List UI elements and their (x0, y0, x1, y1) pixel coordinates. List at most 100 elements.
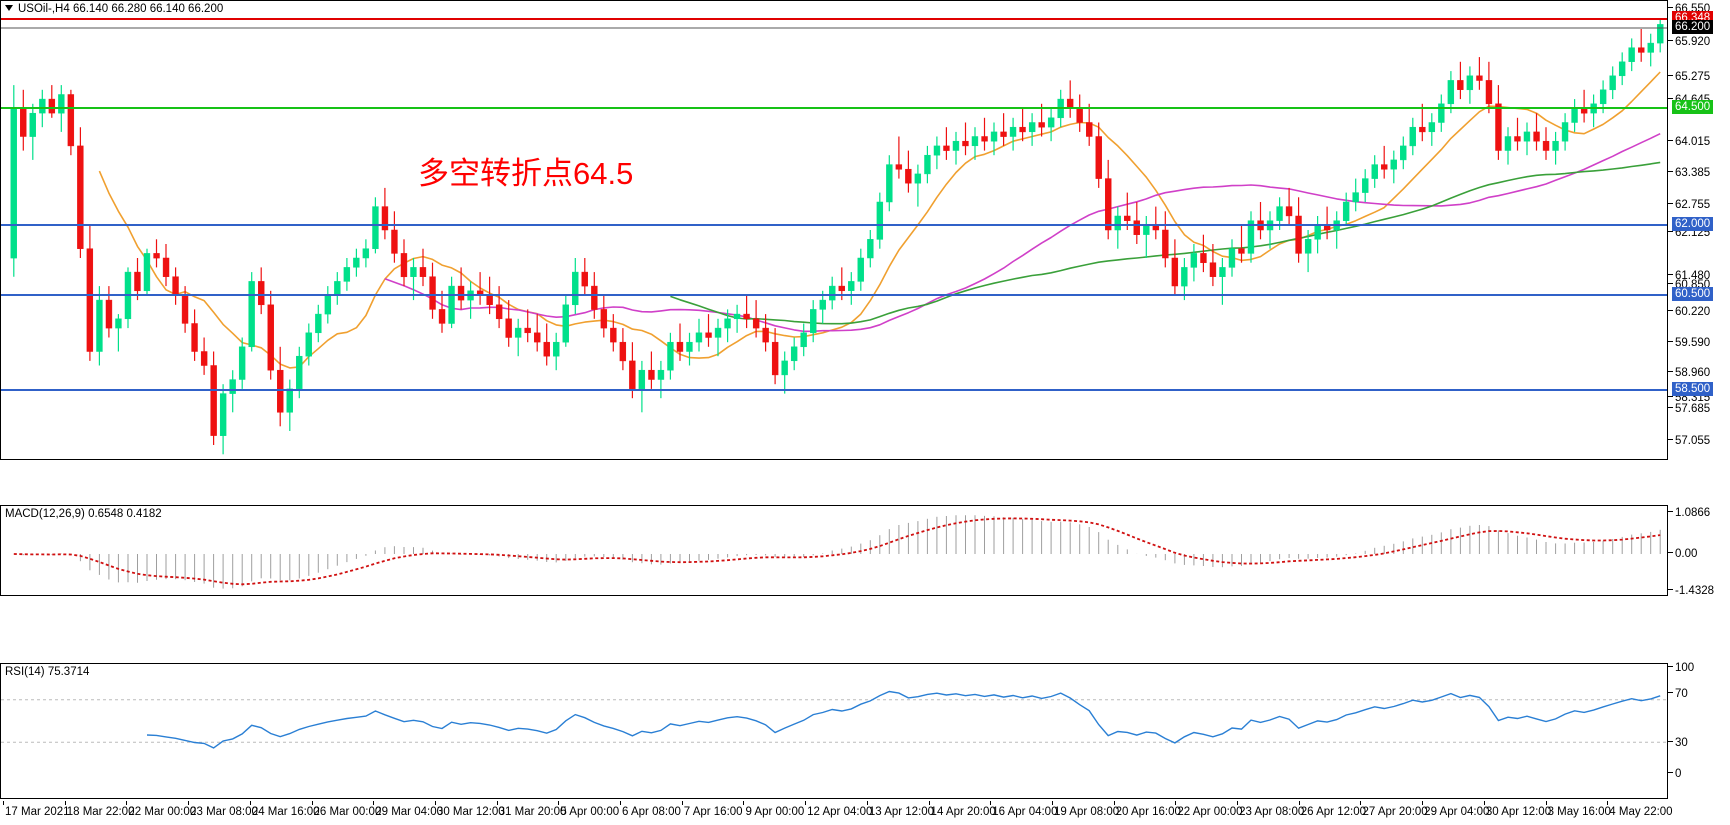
time-tick-mark (434, 801, 436, 805)
price-scale[interactable]: 66.55065.92065.27564.64564.01563.38562.7… (1668, 0, 1730, 825)
time-axis-label: 24 Mar 16:00 (251, 806, 320, 818)
time-tick-mark (620, 801, 622, 805)
time-axis-label: 30 Apr 12:00 (1485, 806, 1552, 818)
price-chart-panel[interactable] (0, 0, 1668, 460)
price-tick: 59.590 (1668, 337, 1710, 349)
price-tick: 63.385 (1668, 167, 1710, 179)
rsi-svg (1, 690, 1667, 749)
time-tick-mark (805, 801, 807, 805)
price-tick-label: 58.960 (1675, 367, 1711, 379)
time-tick-mark (558, 801, 560, 805)
price-tick: 64.015 (1668, 136, 1710, 148)
price-tick: 60.220 (1668, 306, 1710, 318)
time-axis-label: 14 Apr 20:00 (930, 806, 996, 818)
time-axis-label: 22 Apr 00:00 (1177, 806, 1243, 818)
macd-scale-label: 1.0866 (1668, 507, 1710, 519)
time-tick-mark (3, 801, 4, 805)
price-tick-label: 64.015 (1675, 136, 1711, 148)
time-axis-label: 5 Apr 00:00 (560, 806, 620, 818)
time-axis-label: 19 Apr 08:00 (1053, 806, 1120, 818)
rsi-scale-label: 70 (1668, 688, 1688, 700)
price-level-badge[interactable]: 64.500 (1672, 100, 1714, 114)
price-level-badge[interactable]: 66.200 (1672, 20, 1714, 34)
time-tick-mark (1483, 801, 1485, 805)
time-axis-label: 17 Mar 2021 (5, 806, 70, 818)
rsi-plot-area[interactable] (1, 664, 1667, 798)
tick-mark (1668, 171, 1673, 173)
price-tick-label: 60.220 (1675, 306, 1711, 318)
time-tick-mark (1607, 801, 1609, 805)
macd-panel[interactable] (0, 505, 1668, 596)
tick-mark (1668, 396, 1673, 398)
rsi-scale-text: 30 (1675, 737, 1688, 749)
time-tick-mark (1237, 801, 1239, 805)
time-tick-mark (1298, 801, 1300, 805)
tick-mark (1668, 231, 1673, 233)
symbol-header: USOil-,H4 66.140 66.280 66.140 66.200 (5, 3, 223, 15)
tick-mark (1668, 98, 1673, 100)
rsi-panel[interactable] (0, 663, 1668, 799)
tick-mark (1668, 140, 1673, 142)
time-tick-mark (1051, 801, 1053, 805)
tick-mark (1668, 40, 1673, 42)
macd-scale-text: 0.00 (1675, 548, 1698, 560)
time-tick-mark (311, 801, 313, 805)
tick-mark (1668, 75, 1673, 77)
rsi-scale-text: 100 (1675, 662, 1695, 674)
tick-mark (1668, 274, 1673, 276)
time-tick-mark (126, 801, 128, 805)
time-tick-mark (743, 801, 745, 805)
tick-mark (1668, 589, 1673, 591)
time-axis-label: 26 Apr 12:00 (1300, 806, 1366, 818)
time-tick-mark (373, 801, 375, 805)
price-tick: 58.960 (1668, 367, 1710, 379)
price-level-badge[interactable]: 58.500 (1672, 382, 1714, 396)
time-axis-label: 20 Apr 16:00 (1115, 806, 1181, 818)
time-axis-label: 29 Apr 04:00 (1424, 806, 1490, 818)
time-axis-label: 26 Mar 00:00 (313, 806, 382, 818)
price-tick: 65.275 (1668, 71, 1710, 83)
tick-mark (1668, 552, 1673, 554)
time-axis-label: 4 May 22:00 (1609, 806, 1673, 818)
time-axis-label: 7 Apr 16:00 (683, 806, 743, 818)
chart-annotation-text: 多空转折点64.5 (418, 156, 634, 191)
time-axis-label: 23 Apr 08:00 (1239, 806, 1305, 818)
macd-header: MACD(12,26,9) 0.6548 0.4182 (5, 508, 162, 520)
time-axis-label: 12 Apr 04:00 (807, 806, 873, 818)
price-tick: 65.920 (1668, 36, 1710, 48)
tick-mark (1668, 439, 1673, 441)
time-tick-mark (249, 801, 251, 805)
tick-mark (1668, 692, 1673, 694)
price-level-badge[interactable]: 62.000 (1672, 217, 1714, 231)
macd-plot-area[interactable] (1, 506, 1667, 595)
macd-svg (13, 515, 1661, 589)
tick-mark (1668, 741, 1673, 743)
price-plot-area[interactable] (1, 1, 1667, 459)
tick-mark (1668, 310, 1673, 312)
rsi-scale-text: 0 (1675, 768, 1682, 780)
tick-mark (1668, 203, 1673, 205)
price-tick-label: 65.275 (1675, 71, 1711, 83)
tick-mark (1668, 772, 1673, 774)
rsi-scale-text: 70 (1675, 688, 1688, 700)
macd-scale-text: -1.4328 (1675, 585, 1715, 597)
time-axis[interactable]: 17 Mar 2021 18 Mar 22:00 22 Mar 00:00 23 Ma… (0, 801, 1730, 825)
rsi-scale-label: 100 (1668, 662, 1694, 674)
time-axis-label: 27 Apr 20:00 (1362, 806, 1428, 818)
time-tick-mark (1113, 801, 1115, 805)
price-level-badge[interactable]: 60.500 (1672, 287, 1714, 301)
tick-mark (1668, 371, 1673, 373)
triangle-down-icon[interactable] (5, 4, 13, 11)
tick-mark (1668, 7, 1673, 9)
time-axis-label: 29 Mar 04:00 (375, 806, 443, 818)
time-axis-label: 3 May 16:00 (1547, 806, 1611, 818)
time-tick-mark (1175, 801, 1177, 805)
time-axis-label: 30 Mar 12:00 (436, 806, 505, 818)
time-axis-label: 31 Mar 20:00 (498, 806, 567, 818)
time-axis-label: 23 Mar 08:00 (190, 806, 258, 818)
price-tick: 62.755 (1668, 199, 1710, 211)
time-axis-label: 9 Apr 00:00 (745, 806, 805, 818)
macd-scale-label: -1.4328 (1668, 585, 1714, 597)
price-tick-label: 59.590 (1675, 337, 1711, 349)
